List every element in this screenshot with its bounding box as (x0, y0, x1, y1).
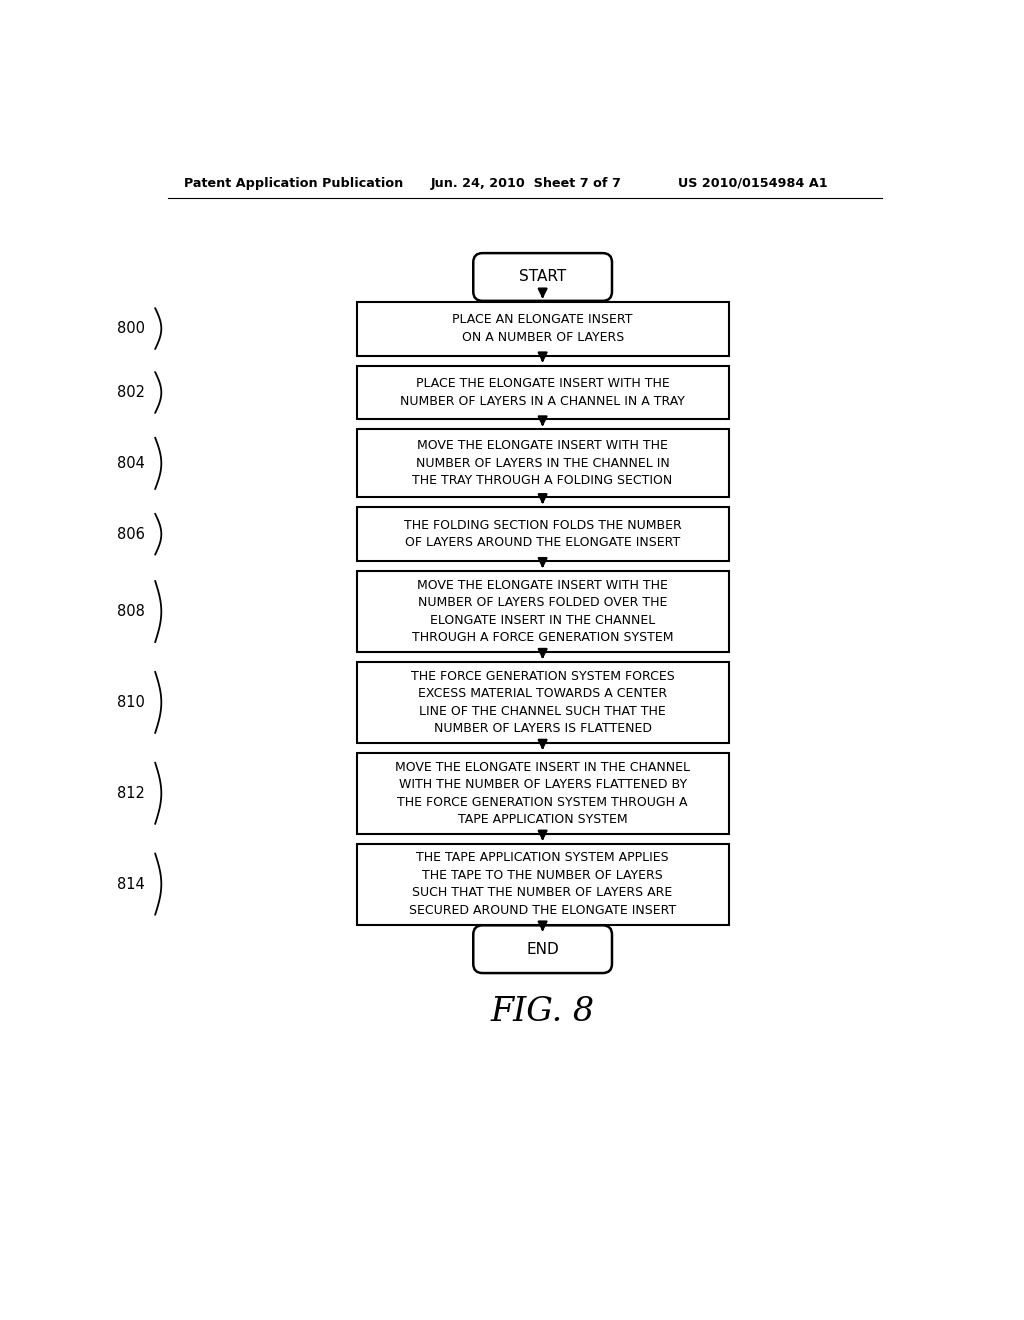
FancyBboxPatch shape (473, 925, 612, 973)
Bar (356, 843, 729, 924)
Text: Patent Application Publication: Patent Application Publication (183, 177, 403, 190)
Text: THE FORCE GENERATION SYSTEM FORCES
EXCESS MATERIAL TOWARDS A CENTER
LINE OF THE : THE FORCE GENERATION SYSTEM FORCES EXCES… (411, 669, 675, 735)
Text: END: END (526, 941, 559, 957)
Text: 800: 800 (117, 321, 145, 337)
Text: Jun. 24, 2010  Sheet 7 of 7: Jun. 24, 2010 Sheet 7 of 7 (430, 177, 622, 190)
Text: PLACE THE ELONGATE INSERT WITH THE
NUMBER OF LAYERS IN A CHANNEL IN A TRAY: PLACE THE ELONGATE INSERT WITH THE NUMBE… (400, 378, 685, 408)
Text: START: START (519, 269, 566, 285)
Text: MOVE THE ELONGATE INSERT WITH THE
NUMBER OF LAYERS IN THE CHANNEL IN
THE TRAY TH: MOVE THE ELONGATE INSERT WITH THE NUMBER… (413, 440, 673, 487)
Text: THE FOLDING SECTION FOLDS THE NUMBER
OF LAYERS AROUND THE ELONGATE INSERT: THE FOLDING SECTION FOLDS THE NUMBER OF … (403, 519, 682, 549)
Bar (356, 429, 729, 498)
FancyBboxPatch shape (473, 253, 612, 301)
Bar (356, 572, 729, 652)
Text: MOVE THE ELONGATE INSERT WITH THE
NUMBER OF LAYERS FOLDED OVER THE
ELONGATE INSE: MOVE THE ELONGATE INSERT WITH THE NUMBER… (412, 578, 674, 644)
Bar (356, 302, 729, 355)
Text: US 2010/0154984 A1: US 2010/0154984 A1 (678, 177, 827, 190)
Text: 804: 804 (117, 455, 145, 471)
Text: 806: 806 (117, 527, 145, 541)
Text: 814: 814 (118, 876, 145, 891)
Text: 810: 810 (117, 694, 145, 710)
Text: 802: 802 (117, 385, 145, 400)
Text: PLACE AN ELONGATE INSERT
ON A NUMBER OF LAYERS: PLACE AN ELONGATE INSERT ON A NUMBER OF … (453, 313, 633, 343)
Bar (356, 507, 729, 561)
Text: 808: 808 (117, 605, 145, 619)
Text: MOVE THE ELONGATE INSERT IN THE CHANNEL
WITH THE NUMBER OF LAYERS FLATTENED BY
T: MOVE THE ELONGATE INSERT IN THE CHANNEL … (395, 760, 690, 826)
Bar (356, 663, 729, 743)
Text: 812: 812 (117, 785, 145, 801)
Bar (356, 752, 729, 834)
Bar (356, 366, 729, 420)
Text: FIG. 8: FIG. 8 (490, 995, 595, 1027)
Text: THE TAPE APPLICATION SYSTEM APPLIES
THE TAPE TO THE NUMBER OF LAYERS
SUCH THAT T: THE TAPE APPLICATION SYSTEM APPLIES THE … (409, 851, 676, 917)
